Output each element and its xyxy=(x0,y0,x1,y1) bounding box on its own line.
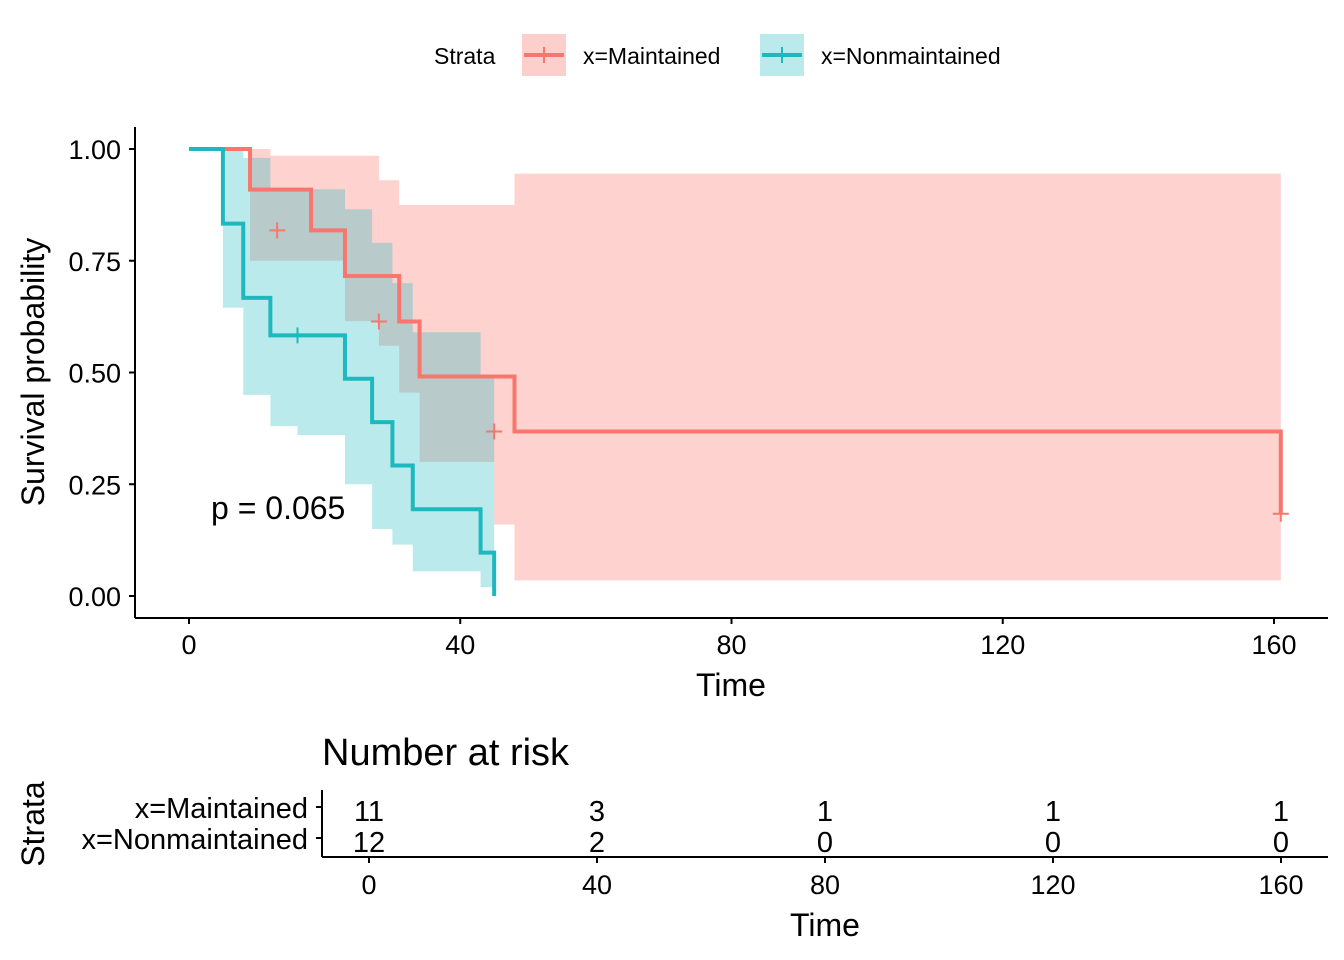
risk-cell-maintained: 3 xyxy=(589,796,605,828)
risk-x-tick-label: 0 xyxy=(361,870,376,900)
legend-title: Strata xyxy=(434,43,496,69)
risk-table: Number at risk Strata x=Maintained x=Non… xyxy=(15,732,1328,943)
y-tick-label: 0.50 xyxy=(68,359,121,389)
survival-curves xyxy=(189,147,1283,596)
risk-cell-nonmaintained: 0 xyxy=(817,827,833,859)
survival-plot: 0.00 0.25 0.50 0.75 1.00 0 40 80 120 160 p = 0.0… xyxy=(15,127,1328,703)
x-axis-label: Time xyxy=(696,667,766,703)
risk-x-axis-ticks: 0 40 80 120 160 xyxy=(361,857,1304,900)
risk-table-y-label: Strata xyxy=(15,781,51,867)
censor-marks xyxy=(269,222,1289,522)
x-axis-ticks: 0 40 80 120 160 xyxy=(181,618,1297,660)
censor-mark-maintained xyxy=(486,423,503,440)
risk-cell-nonmaintained: 12 xyxy=(353,827,385,859)
legend-label-maintained: x=Maintained xyxy=(583,43,720,69)
ci-band-maintained xyxy=(189,149,1281,581)
y-tick-label: 0.75 xyxy=(68,247,121,277)
x-tick-label: 0 xyxy=(181,630,196,660)
y-tick-label: 0.00 xyxy=(68,582,121,612)
risk-row-label-nonmaintained: x=Nonmaintained xyxy=(81,824,308,856)
legend: Strata x=Maintained x=Nonmaintained xyxy=(434,34,1001,76)
risk-x-tick-label: 160 xyxy=(1258,870,1303,900)
y-tick-label: 0.25 xyxy=(68,470,121,500)
risk-cell-maintained: 1 xyxy=(1045,796,1061,828)
x-tick-label: 40 xyxy=(445,630,475,660)
risk-cell-maintained: 11 xyxy=(354,796,384,828)
risk-cell-maintained: 1 xyxy=(817,796,833,828)
p-value-annotation: p = 0.065 xyxy=(211,490,345,526)
y-tick-label: 1.00 xyxy=(68,135,121,165)
risk-x-axis-label: Time xyxy=(790,907,860,943)
risk-x-tick-label: 80 xyxy=(810,870,840,900)
censor-mark-nonmaintained xyxy=(289,327,306,344)
y-axis-ticks: 0.00 0.25 0.50 0.75 1.00 xyxy=(68,135,135,612)
censor-mark-maintained xyxy=(370,313,387,330)
x-tick-label: 160 xyxy=(1251,630,1296,660)
x-tick-label: 80 xyxy=(716,630,746,660)
risk-row-label-maintained: x=Maintained xyxy=(135,793,308,825)
legend-item-nonmaintained: x=Nonmaintained xyxy=(760,34,1001,76)
legend-item-maintained: x=Maintained xyxy=(522,34,720,76)
y-axis-label: Survival probability xyxy=(15,238,51,507)
legend-label-nonmaintained: x=Nonmaintained xyxy=(821,43,1001,69)
survival-line-nonmaintained xyxy=(189,147,497,596)
risk-x-tick-label: 40 xyxy=(582,870,612,900)
risk-table-cells: 11 3 1 1 112 2 0 0 0 xyxy=(353,796,1289,859)
censor-mark-maintained xyxy=(269,222,286,239)
risk-cell-maintained: 1 xyxy=(1273,796,1289,828)
confidence-bands xyxy=(189,149,1281,588)
risk-cell-nonmaintained: 0 xyxy=(1045,827,1061,859)
risk-cell-nonmaintained: 2 xyxy=(589,827,605,859)
ci-band-nonmaintained xyxy=(189,149,495,588)
censor-mark-maintained xyxy=(1272,505,1289,522)
survival-line-maintained xyxy=(189,147,1283,514)
risk-cell-nonmaintained: 0 xyxy=(1273,827,1289,859)
x-tick-label: 120 xyxy=(980,630,1025,660)
risk-x-tick-label: 120 xyxy=(1030,870,1075,900)
risk-table-title: Number at risk xyxy=(322,732,570,774)
